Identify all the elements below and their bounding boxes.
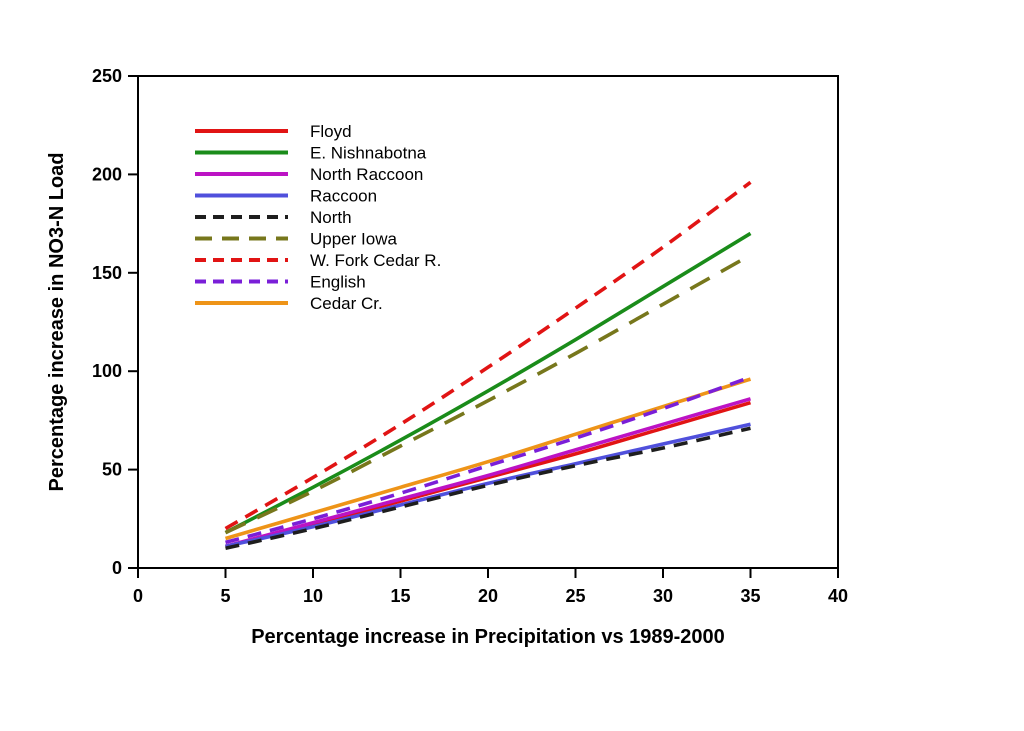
legend-item-north-raccoon: North Raccoon (195, 165, 423, 184)
series-line-w-fork-cedar-r (224, 180, 752, 531)
x-tick-label: 15 (390, 586, 410, 606)
x-axis-title: Percentage increase in Precipitation vs … (251, 626, 725, 648)
series-line-upper-iowa (224, 253, 752, 535)
plot-frame-group (137, 75, 839, 569)
legend-item-cedar-cr: Cedar Cr. (195, 294, 383, 313)
legend-label: Upper Iowa (310, 230, 397, 249)
y-axis-title: Percentage increase in NO3-N Load (46, 152, 68, 491)
x-tick-label: 25 (565, 586, 585, 606)
y-tick-label: 100 (92, 361, 122, 381)
legend-item-e-nishnabotna: E. Nishnabotna (195, 144, 427, 163)
legend-item-upper-iowa: Upper Iowa (195, 230, 397, 249)
y-tick-label: 50 (102, 460, 122, 480)
legend-item-raccoon: Raccoon (195, 187, 377, 206)
legend-item-north: North (195, 208, 352, 227)
x-tick-label: 30 (653, 586, 673, 606)
legend-label: Cedar Cr. (310, 294, 383, 313)
legend-label: North (310, 208, 352, 227)
x-tick-label: 10 (303, 586, 323, 606)
series-line-cedar-cr (224, 377, 752, 541)
axis-ticks-group: 0 5 10 15 20 25 30 35 40 0 50 100 150 200 250 (92, 66, 848, 606)
legend-label: Floyd (310, 122, 352, 141)
x-tick-label: 20 (478, 586, 498, 606)
legend-item-w-fork-cedar-r: W. Fork Cedar R. (195, 251, 441, 270)
legend-label: W. Fork Cedar R. (310, 251, 441, 270)
x-tick-label: 5 (220, 586, 230, 606)
series-line-floyd (225, 400, 752, 549)
y-tick-label: 0 (112, 558, 122, 578)
legend: Floyd E. Nishnabotna North Raccoon Raccoon N… (195, 122, 441, 313)
legend-item-floyd: Floyd (195, 122, 352, 141)
legend-label: E. Nishnabotna (310, 144, 427, 163)
data-series-group (224, 180, 752, 551)
plot-frame (137, 75, 839, 569)
legend-item-english: English (195, 273, 366, 292)
legend-label: North Raccoon (310, 165, 423, 184)
legend-label: Raccoon (310, 187, 377, 206)
series-line-north (225, 426, 751, 551)
x-tick-label: 40 (828, 586, 848, 606)
y-tick-label: 250 (92, 66, 122, 86)
y-tick-label: 150 (92, 263, 122, 283)
legend-label: English (310, 273, 366, 292)
series-line-e-nishnabotna (224, 231, 752, 535)
series-line-raccoon (225, 422, 751, 549)
x-tick-label: 35 (740, 586, 760, 606)
series-line-north-raccoon (225, 397, 751, 549)
y-tick-label: 200 (92, 164, 122, 184)
x-tick-label: 0 (133, 586, 143, 606)
